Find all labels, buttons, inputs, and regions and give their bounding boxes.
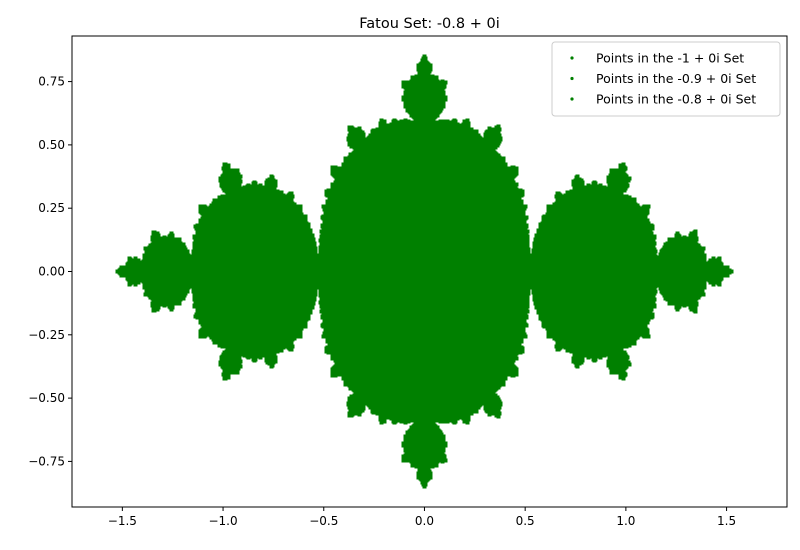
legend-label: Points in the -1 + 0i Set [596, 51, 744, 66]
x-tick-label: 0.0 [415, 514, 434, 528]
y-tick-label: 0.25 [38, 201, 65, 215]
y-tick-label: 0.50 [38, 138, 65, 152]
x-tick-label: −1.0 [208, 514, 237, 528]
y-tick-label: 0.00 [38, 265, 65, 279]
legend-marker [570, 76, 574, 81]
plot-area [115, 54, 734, 489]
y-tick-label: −0.50 [28, 391, 65, 405]
x-tick-label: 1.5 [717, 514, 736, 528]
x-tick-label: 1.0 [616, 514, 635, 528]
x-tick-label: −1.5 [108, 514, 137, 528]
fatou-set-region [115, 54, 734, 489]
legend: Points in the -1 + 0i Set Points in the -… [551, 41, 781, 117]
legend-marker [570, 56, 574, 60]
legend-label: Points in the -0.9 + 0i Set [596, 71, 756, 86]
x-axis: −1.5 −1.0 −0.5 0.0 0.5 1.0 1.5 [108, 507, 736, 528]
x-tick-label: 0.5 [516, 514, 535, 528]
legend-box [551, 41, 781, 117]
x-tick-label: −0.5 [309, 514, 338, 528]
chart-title: Fatou Set: -0.8 + 0i [359, 16, 499, 32]
y-tick-label: −0.25 [28, 328, 65, 342]
legend-marker [570, 97, 574, 101]
y-tick-label: −0.75 [28, 454, 65, 468]
y-tick-label: 0.75 [38, 75, 65, 89]
y-axis: 0.75 0.50 0.25 0.00 −0.25 −0.50 −0.75 [28, 75, 72, 468]
legend-label: Points in the -0.8 + 0i Set [596, 92, 756, 107]
